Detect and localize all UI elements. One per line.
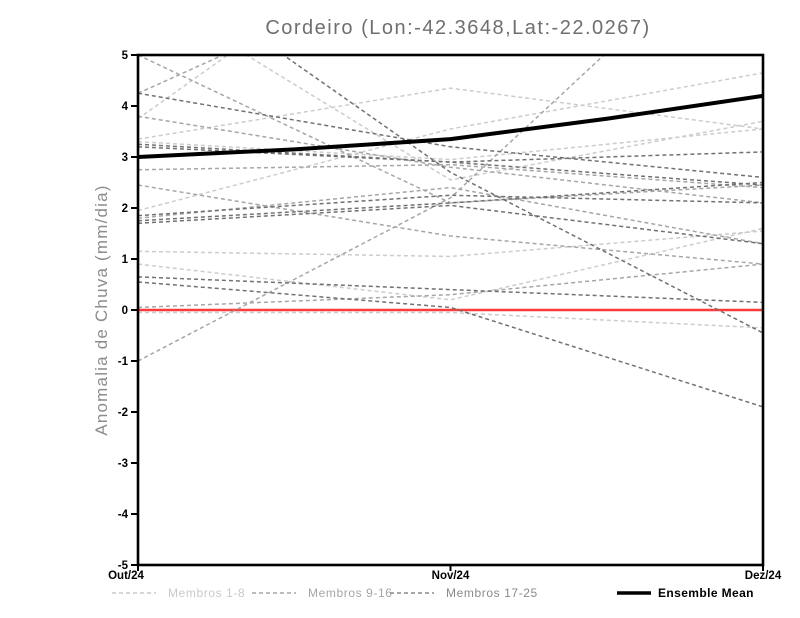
- y-axis-tick-label: 4: [122, 101, 129, 113]
- ensemble-member-line-group1: [138, 87, 763, 140]
- ensemble-member-line-group3: [138, 281, 763, 408]
- y-axis-tick-label: 2: [122, 203, 128, 215]
- chart-title: Cordeiro (Lon:-42.3648,Lat:-22.0267): [265, 17, 650, 39]
- y-axis-tick-label: -3: [118, 458, 128, 470]
- y-axis-tick-label: 0: [122, 305, 128, 317]
- legend-label: Membros 17-25: [446, 586, 538, 600]
- ensemble-member-line-group3: [138, 146, 763, 186]
- legend-label: Membros 1-8: [168, 586, 245, 600]
- x-axis-tick-label: Out/24: [108, 570, 144, 582]
- y-axis-tick-label: 5: [122, 50, 129, 62]
- ensemble-member-line-group3: [138, 276, 763, 304]
- y-axis-tick-label: -2: [118, 407, 128, 419]
- ensemble-member-line-group2: [138, 163, 763, 189]
- y-axis-label: Anomalia de Chuva (mm/dia): [92, 184, 111, 435]
- y-axis-tick-label: 3: [122, 152, 128, 164]
- legend: Membros 1-8 Membros 9-16 Membros 17-25 Ense…: [112, 586, 754, 600]
- ensemble-member-line-group2: [138, 263, 763, 309]
- ensemble-member-line-group3: [138, 143, 763, 163]
- ensemble-member-line-group1: [138, 230, 763, 258]
- ensemble-member-line-group3: [282, 55, 763, 334]
- x-axis-tick-label: Dez/24: [745, 570, 782, 582]
- ensemble-member-line-group3: [138, 92, 763, 179]
- ensemble-member-line-group1: [138, 72, 763, 212]
- plot-area: [138, 55, 763, 408]
- ensemble-member-line-group3: [138, 181, 763, 222]
- ensemble-member-line-group3: [138, 194, 763, 217]
- y-axis-tick-label: -4: [118, 509, 129, 521]
- ensemble-member-line-group1: [138, 227, 763, 301]
- ensemble-mean-line: [138, 93, 763, 159]
- legend-label: Membros 9-16: [308, 586, 393, 600]
- legend-label: Ensemble Mean: [658, 586, 754, 600]
- ensemble-member-line-group2: [138, 55, 606, 362]
- axis-ticks: -5 -4 -3 -2 -1 0 1 2 3 4 5 Out/24 Nov/24 Dez/24: [108, 50, 782, 582]
- x-axis-tick-label: Nov/24: [432, 570, 470, 582]
- ensemble-member-line-group2: [138, 186, 763, 245]
- ensemble-member-line-group2: [138, 184, 763, 265]
- y-axis-tick-label: -5: [118, 560, 129, 572]
- ensemble-member-line-group1: [138, 128, 763, 161]
- y-axis-tick-label: -1: [118, 356, 129, 368]
- ensemble-member-line-group2: [138, 115, 763, 204]
- ensemble-member-line-group2: [138, 55, 226, 94]
- y-axis-tick-label: 1: [122, 254, 129, 266]
- ensemble-member-line-group1: [244, 55, 763, 181]
- ensemble-member-line-group1: [138, 311, 763, 329]
